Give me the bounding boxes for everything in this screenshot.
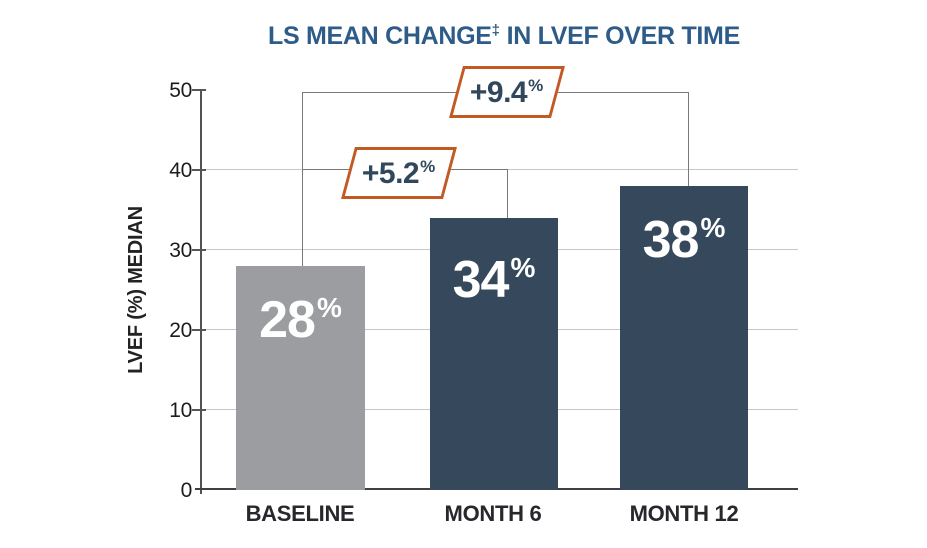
chart-title: LS MEAN CHANGE‡ IN LVEF OVER TIME [114,22,894,51]
callout-change-month6: +5.2% [341,147,457,199]
callout-change-month12-text: +9.4% [470,75,544,109]
bar-month6: 34% [430,218,558,490]
ytick-mark-10 [192,409,206,411]
bar-baseline: 28% [236,266,365,490]
bar-value-month12: 38% [620,211,748,269]
chart-title-main: LS MEAN CHANGE [268,22,492,50]
percent-sign: % [700,212,726,243]
ytick-mark-20 [192,329,206,331]
callout-month12-number: +9.4 [470,75,528,109]
bar-value-month6-number: 34 [452,251,510,309]
percent-sign: % [510,252,536,283]
ytick-30: 30 [169,239,192,262]
ytick-0: 0 [180,479,193,502]
ytick-20: 20 [169,319,192,342]
ytick-mark-30 [192,249,206,251]
bracket-drop-month6 [507,169,508,218]
y-axis-label: LVEF (%) MEDIAN [125,206,147,374]
x-label-month12: MONTH 12 [629,501,739,526]
callout-month6-number: +5.2 [362,156,420,190]
bar-value-baseline: 28% [236,291,365,349]
callout-change-month12: +9.4% [449,66,565,118]
x-label-month6: MONTH 6 [444,501,542,526]
y-axis-line [200,90,202,494]
bar-month12: 38% [620,186,748,490]
percent-sign: % [420,156,436,176]
chart-title-rest: IN LVEF OVER TIME [499,22,741,50]
bar-value-month6: 34% [430,251,558,309]
bracket-drop-month12 [688,92,689,186]
bracket-drop-baseline [302,92,303,266]
ytick-mark-40 [192,169,206,171]
percent-sign: % [528,75,544,95]
ytick-10: 10 [169,399,192,422]
ytick-50: 50 [169,79,192,102]
footnote-dagger-symbol: ‡ [491,22,500,39]
ytick-mark-50 [192,89,206,91]
percent-sign: % [316,292,342,323]
ytick-40: 40 [169,159,192,182]
callout-change-month6-text: +5.2% [362,156,436,190]
bar-value-month12-number: 38 [642,211,700,269]
x-label-baseline: BASELINE [245,501,355,526]
bar-value-baseline-number: 28 [259,291,316,349]
